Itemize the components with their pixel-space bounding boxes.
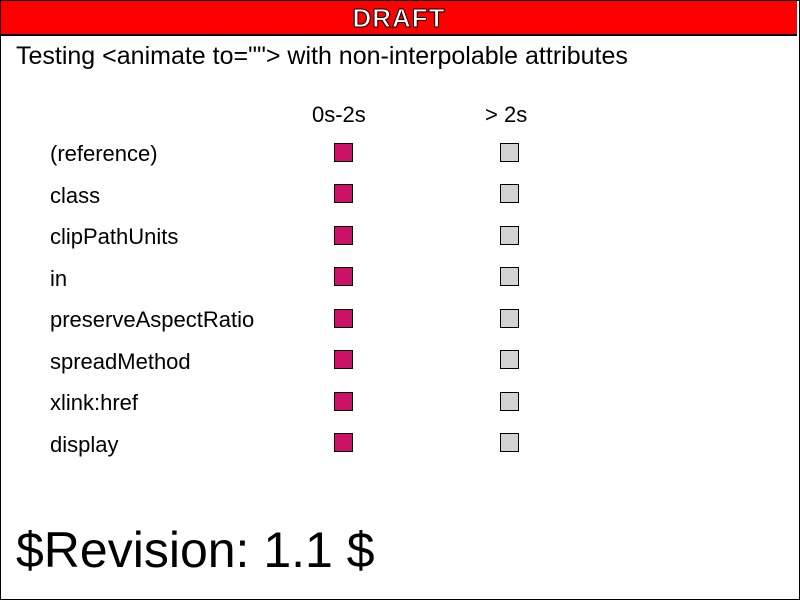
during-result-box [334,350,353,369]
row-label-clippathunits: clipPathUnits [50,224,179,249]
during-result-box [334,309,353,328]
after-result-box [500,309,519,328]
row-label-xlink-href: xlink:href [50,390,139,415]
draft-banner: DRAFT [1,1,797,36]
after-result-box [500,392,519,411]
during-result-box [334,143,353,162]
during-result-box [334,392,353,411]
row-label-preserveaspectratio: preserveAspectRatio [50,307,255,332]
column-header-during: 0s-2s [312,102,366,127]
column-header-after: > 2s [485,102,528,127]
during-result-box [334,226,353,245]
during-result-box [334,267,353,286]
draft-label: DRAFT [352,2,446,33]
row-label-spreadmethod: spreadMethod [50,349,191,374]
after-result-box [500,184,519,203]
after-result-box [500,350,519,369]
row-label-class: class [50,183,101,208]
after-result-box [500,226,519,245]
during-result-box [334,184,353,203]
during-result-box [334,433,353,452]
row-label-in: in [50,266,68,291]
revision-label: $Revision: 1.1 $ [16,522,375,578]
test-title: Testing <animate to=""> with non-interpo… [16,42,628,70]
after-result-box [500,433,519,452]
row-label-display: display [50,432,119,457]
after-result-box [500,267,519,286]
after-result-box [500,143,519,162]
row-label-reference: (reference) [50,141,158,166]
